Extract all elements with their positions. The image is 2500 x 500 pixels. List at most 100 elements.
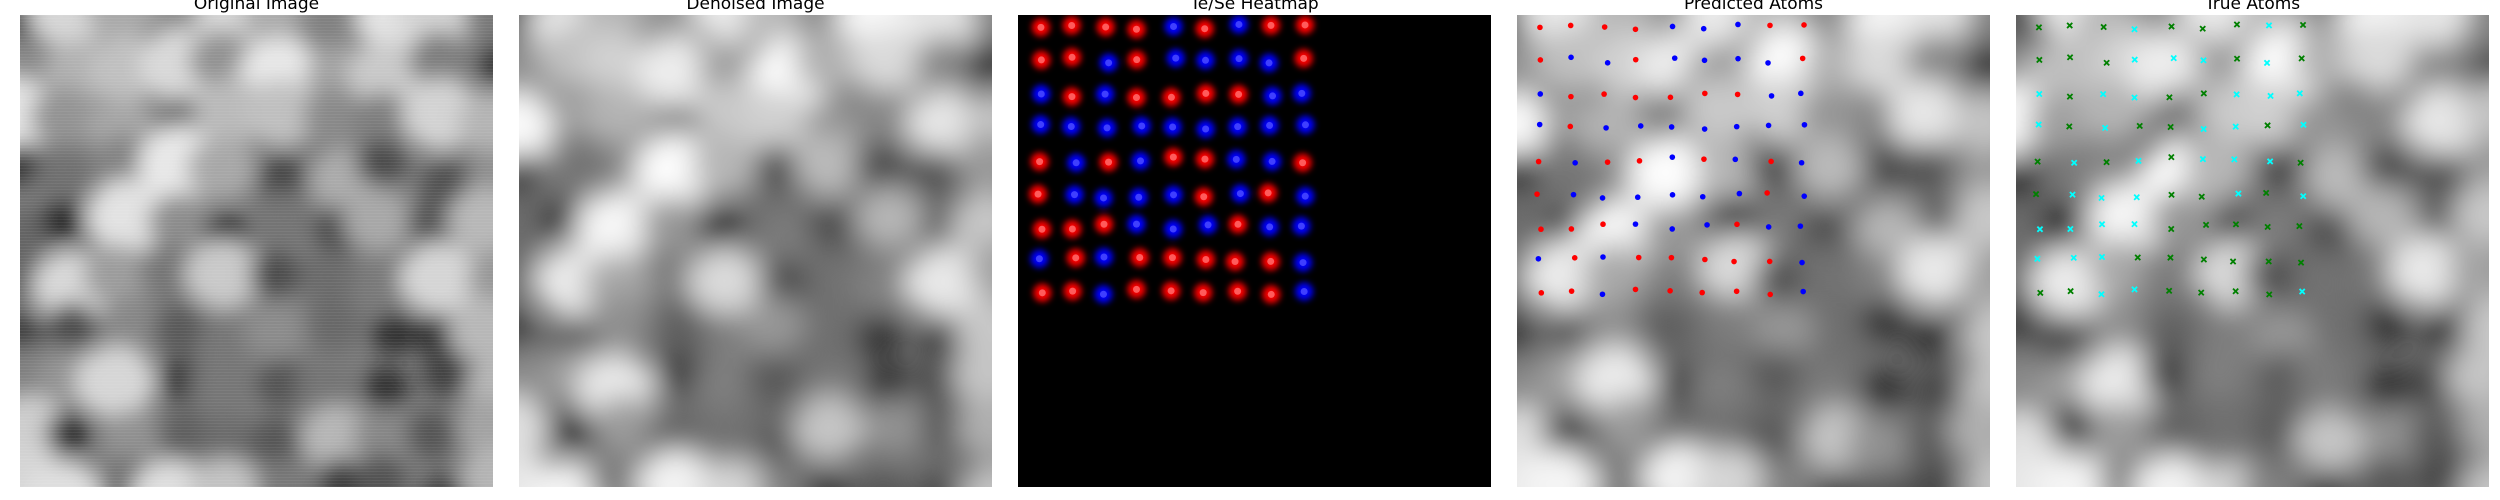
image-intensity-blob xyxy=(2241,466,2300,487)
heatmap-spot-core-te xyxy=(1105,158,1113,166)
image-intensity-blob xyxy=(1750,349,1804,398)
image-intensity-blob xyxy=(2305,469,2352,487)
heatmap-spot-core-te xyxy=(1132,25,1140,33)
predicted-atom-se xyxy=(1669,154,1676,160)
predicted-atom-te xyxy=(1632,286,1639,293)
predicted-markers xyxy=(1534,21,1808,298)
heatmap-spot-core-te xyxy=(1264,189,1272,197)
predicted-atom-te xyxy=(1567,22,1574,29)
heatmap-spot-core-se xyxy=(1170,191,1178,199)
true-markers xyxy=(2032,21,2307,298)
image-intensity-blob xyxy=(519,91,557,166)
true-atom-se xyxy=(2037,289,2044,297)
heatmap-spot-core-se xyxy=(1135,193,1143,201)
image-intensity-blob xyxy=(970,15,992,38)
heatmap-spot-core-se xyxy=(1172,54,1180,62)
heatmap-spot-core-se xyxy=(1204,221,1212,229)
heatmap-spot-core-se xyxy=(1298,89,1306,97)
panel-title-original: Original Image xyxy=(194,0,319,14)
predicted-atom-se xyxy=(1704,222,1710,228)
image-intensity-blob xyxy=(1960,304,1990,370)
predicted-atom-se xyxy=(1537,91,1544,97)
image-intensity-blob xyxy=(687,245,765,316)
predicted-atom-te xyxy=(1632,94,1639,101)
image-intensity-blob xyxy=(1743,412,1797,462)
true-atom-te xyxy=(2098,291,2105,298)
image-intensity-blob xyxy=(2038,202,2084,244)
image-intensity-blob xyxy=(1949,89,1990,156)
image-intensity-blob xyxy=(1640,300,1695,351)
true-atom-te xyxy=(2135,157,2142,165)
predicted-atom-se xyxy=(1599,291,1606,298)
predicted-atom-se xyxy=(1570,191,1577,198)
image-intensity-blob xyxy=(655,351,705,395)
image-intensity-blob xyxy=(655,301,710,351)
image-intensity-blob xyxy=(693,358,754,413)
true-atom-te xyxy=(2199,155,2207,163)
heatmap-spot-core-te xyxy=(1068,53,1076,61)
predicted-atom-te xyxy=(1636,158,1643,164)
image-intensity-blob xyxy=(753,144,805,191)
image-intensity-blob xyxy=(519,312,535,354)
image-intensity-blob xyxy=(1695,141,1766,206)
heatmap-spot-core-se xyxy=(1132,220,1140,228)
image-intensity-blob xyxy=(757,464,818,487)
image-intensity-blob xyxy=(2361,408,2426,467)
true-atom-se xyxy=(2202,221,2210,229)
image-intensity-blob xyxy=(2183,135,2255,200)
image-intensity-blob xyxy=(1966,15,1990,42)
image-intensity-blob xyxy=(2348,186,2420,250)
true-atom-te xyxy=(2170,54,2177,62)
true-atom-te xyxy=(2298,288,2306,295)
heatmap-spot-core-se xyxy=(1100,253,1108,261)
image-intensity-blob xyxy=(580,15,649,38)
image-intensity-blob xyxy=(1645,258,1705,313)
image-intensity-blob xyxy=(2409,415,2463,464)
image-intensity-blob xyxy=(2247,198,2307,253)
image-intensity-blob xyxy=(741,295,806,354)
image-intensity-blob xyxy=(1966,44,1990,88)
predicted-atom-se xyxy=(1700,25,1707,32)
panel-predicted-atoms: Predicted Atoms xyxy=(1517,0,1990,487)
heatmap-spot-core-te xyxy=(1036,158,1044,166)
predicted-atom-te xyxy=(1537,57,1544,63)
heatmap-spot-core-te xyxy=(1267,290,1275,298)
image-intensity-blob xyxy=(1798,244,1857,297)
heatmap-spot-core-te xyxy=(1199,289,1207,297)
predicted-atom-te xyxy=(1801,22,1807,28)
image-intensity-blob xyxy=(908,148,961,197)
predicted-atom-te xyxy=(1567,123,1574,130)
heatmap-spot-core-te xyxy=(1231,258,1239,266)
image-intensity-blob xyxy=(1759,457,1820,487)
image-intensity-blob xyxy=(1517,312,1533,354)
heatmap-spot-core-te xyxy=(1068,21,1076,29)
image-intensity-blob xyxy=(2361,144,2412,191)
image-intensity-blob xyxy=(1797,363,1858,418)
heatmap-spot-core-te xyxy=(1132,285,1140,293)
image-intensity-blob xyxy=(636,36,718,110)
image-intensity-blob xyxy=(519,346,554,403)
true-atom-se xyxy=(2229,258,2237,265)
true-atom-te xyxy=(2200,57,2207,64)
image-intensity-blob xyxy=(640,196,706,255)
predicted-atom-te xyxy=(1764,190,1770,196)
predicted-atom-se xyxy=(1568,54,1574,61)
image-intensity-blob xyxy=(519,193,552,245)
true-background xyxy=(2016,15,2489,487)
image-intensity-blob xyxy=(2049,404,2095,447)
predicted-atom-te xyxy=(1534,191,1540,197)
image-intensity-blob xyxy=(697,458,773,487)
true-atom-te xyxy=(2263,59,2271,67)
image-intensity-blob xyxy=(2289,94,2354,153)
true-atom-te xyxy=(2035,121,2042,128)
image-intensity-blob xyxy=(1848,27,1926,98)
heatmap-spot-core-se xyxy=(1169,123,1177,131)
image-intensity-blob xyxy=(2343,22,2421,93)
image-intensity-blob xyxy=(1582,243,1651,306)
true-atom-se xyxy=(2264,122,2271,129)
predicted-atom-se xyxy=(1732,156,1739,163)
true-atom-se xyxy=(2266,291,2273,298)
image-intensity-blob xyxy=(1860,301,1907,343)
image-intensity-blob xyxy=(2388,234,2469,308)
